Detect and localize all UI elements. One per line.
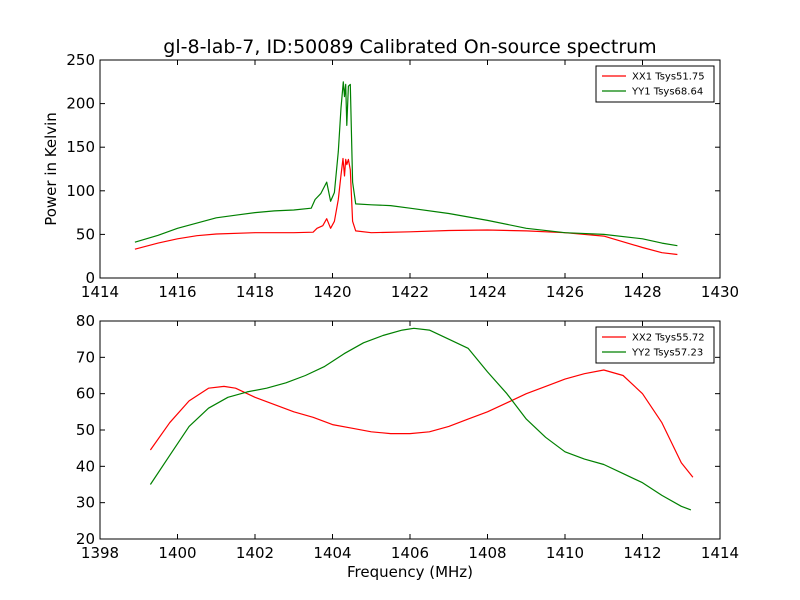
- x-axis-label: Frequency (MHz): [347, 563, 473, 581]
- x-tick-label: 1418: [236, 283, 274, 301]
- legend-label: YY2 Tsys57.23: [631, 348, 703, 359]
- y-tick-label: 40: [76, 457, 95, 475]
- x-tick-label: 1416: [158, 283, 196, 301]
- x-tick-label: 1408: [468, 544, 506, 562]
- bottom-spectrum-panel: 1398 1400 1402 1404 1406 1408 1410 1412 1414 20 30…: [76, 312, 739, 581]
- x-tick-label: 1398: [81, 544, 119, 562]
- y-tick-label: 250: [66, 51, 95, 69]
- x-tick-label: 1400: [158, 544, 196, 562]
- x-tick-label: 1424: [468, 283, 506, 301]
- x-tick-label: 1422: [391, 283, 429, 301]
- x-tick-label: 1420: [313, 283, 351, 301]
- legend-box: [595, 65, 715, 103]
- y-tick-label: 200: [66, 95, 95, 113]
- y-tick-label: 0: [85, 269, 95, 287]
- y-tick-label: 50: [76, 421, 95, 439]
- y-tick-label: 60: [76, 385, 95, 403]
- x-tick-label: 1430: [701, 283, 739, 301]
- legend: XX2 Tsys55.72 YY2 Tsys57.23: [595, 326, 715, 364]
- y-tick-label: 30: [76, 494, 95, 512]
- legend-label: XX1 Tsys51.75: [632, 72, 705, 83]
- x-tick-label: 1414: [701, 544, 739, 562]
- legend: XX1 Tsys51.75 YY1 Tsys68.64: [595, 65, 715, 103]
- y-axis-label: Power in Kelvin: [42, 112, 60, 226]
- x-tick-label: 1428: [623, 283, 661, 301]
- legend-label: YY1 Tsys68.64: [631, 87, 703, 98]
- y-tick-label: 150: [66, 138, 95, 156]
- series-line-xx2: [149, 369, 694, 478]
- x-tick-label: 1410: [546, 544, 584, 562]
- x-tick-label: 1426: [546, 283, 584, 301]
- x-tick-label: 1402: [236, 544, 274, 562]
- x-tick-label: 1406: [391, 544, 429, 562]
- x-tick-label: 1404: [313, 544, 351, 562]
- x-tick-label: 1414: [81, 283, 119, 301]
- y-tick-label: 100: [66, 182, 95, 200]
- y-tick-label: 50: [76, 225, 95, 243]
- legend-label: XX2 Tsys55.72: [632, 333, 705, 344]
- y-tick-label: 20: [76, 530, 95, 548]
- top-spectrum-panel: 1414 1416 1418 1420 1422 1424 1426 1428 1430 0 50 1…: [42, 51, 739, 301]
- series-line-yy2: [149, 327, 692, 511]
- figure-title: gl-8-lab-7, ID:50089 Calibrated On-sourc…: [163, 36, 656, 58]
- series-line-xx1: [134, 157, 678, 256]
- series-line-yy1: [134, 81, 678, 247]
- legend-box: [595, 326, 715, 364]
- y-tick-label: 80: [76, 312, 95, 330]
- x-tick-label: 1412: [623, 544, 661, 562]
- y-tick-label: 70: [76, 348, 95, 366]
